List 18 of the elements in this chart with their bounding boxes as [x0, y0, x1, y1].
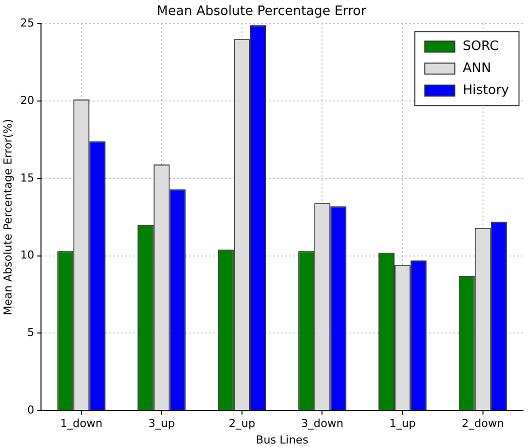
y-axis-title: Mean Absolute Percentage Error(%): [1, 118, 14, 316]
legend-label: History: [462, 82, 510, 98]
x-axis-title: Bus Lines: [256, 433, 309, 446]
chart-title: Mean Absolute Percentage Error: [156, 4, 367, 20]
x-tick-label: 3_up: [148, 417, 175, 430]
legend-label: SORC: [462, 38, 499, 54]
y-tick-label: 20: [20, 94, 34, 107]
x-tick-label: 2_up: [228, 417, 256, 430]
y-tick-label: 15: [20, 171, 34, 184]
y-tick-label: 5: [27, 326, 34, 340]
y-tick-label: 0: [27, 403, 34, 416]
x-tick-label: 3_down: [301, 417, 344, 430]
x-tick-label: 2_down: [462, 417, 504, 430]
x-tick-label: 1_up: [389, 417, 416, 430]
x-tick-label: 1_down: [60, 417, 102, 430]
legend-label: ANN: [462, 60, 492, 76]
y-tick-label: 25: [20, 16, 34, 30]
y-tick-label: 10: [20, 248, 34, 262]
